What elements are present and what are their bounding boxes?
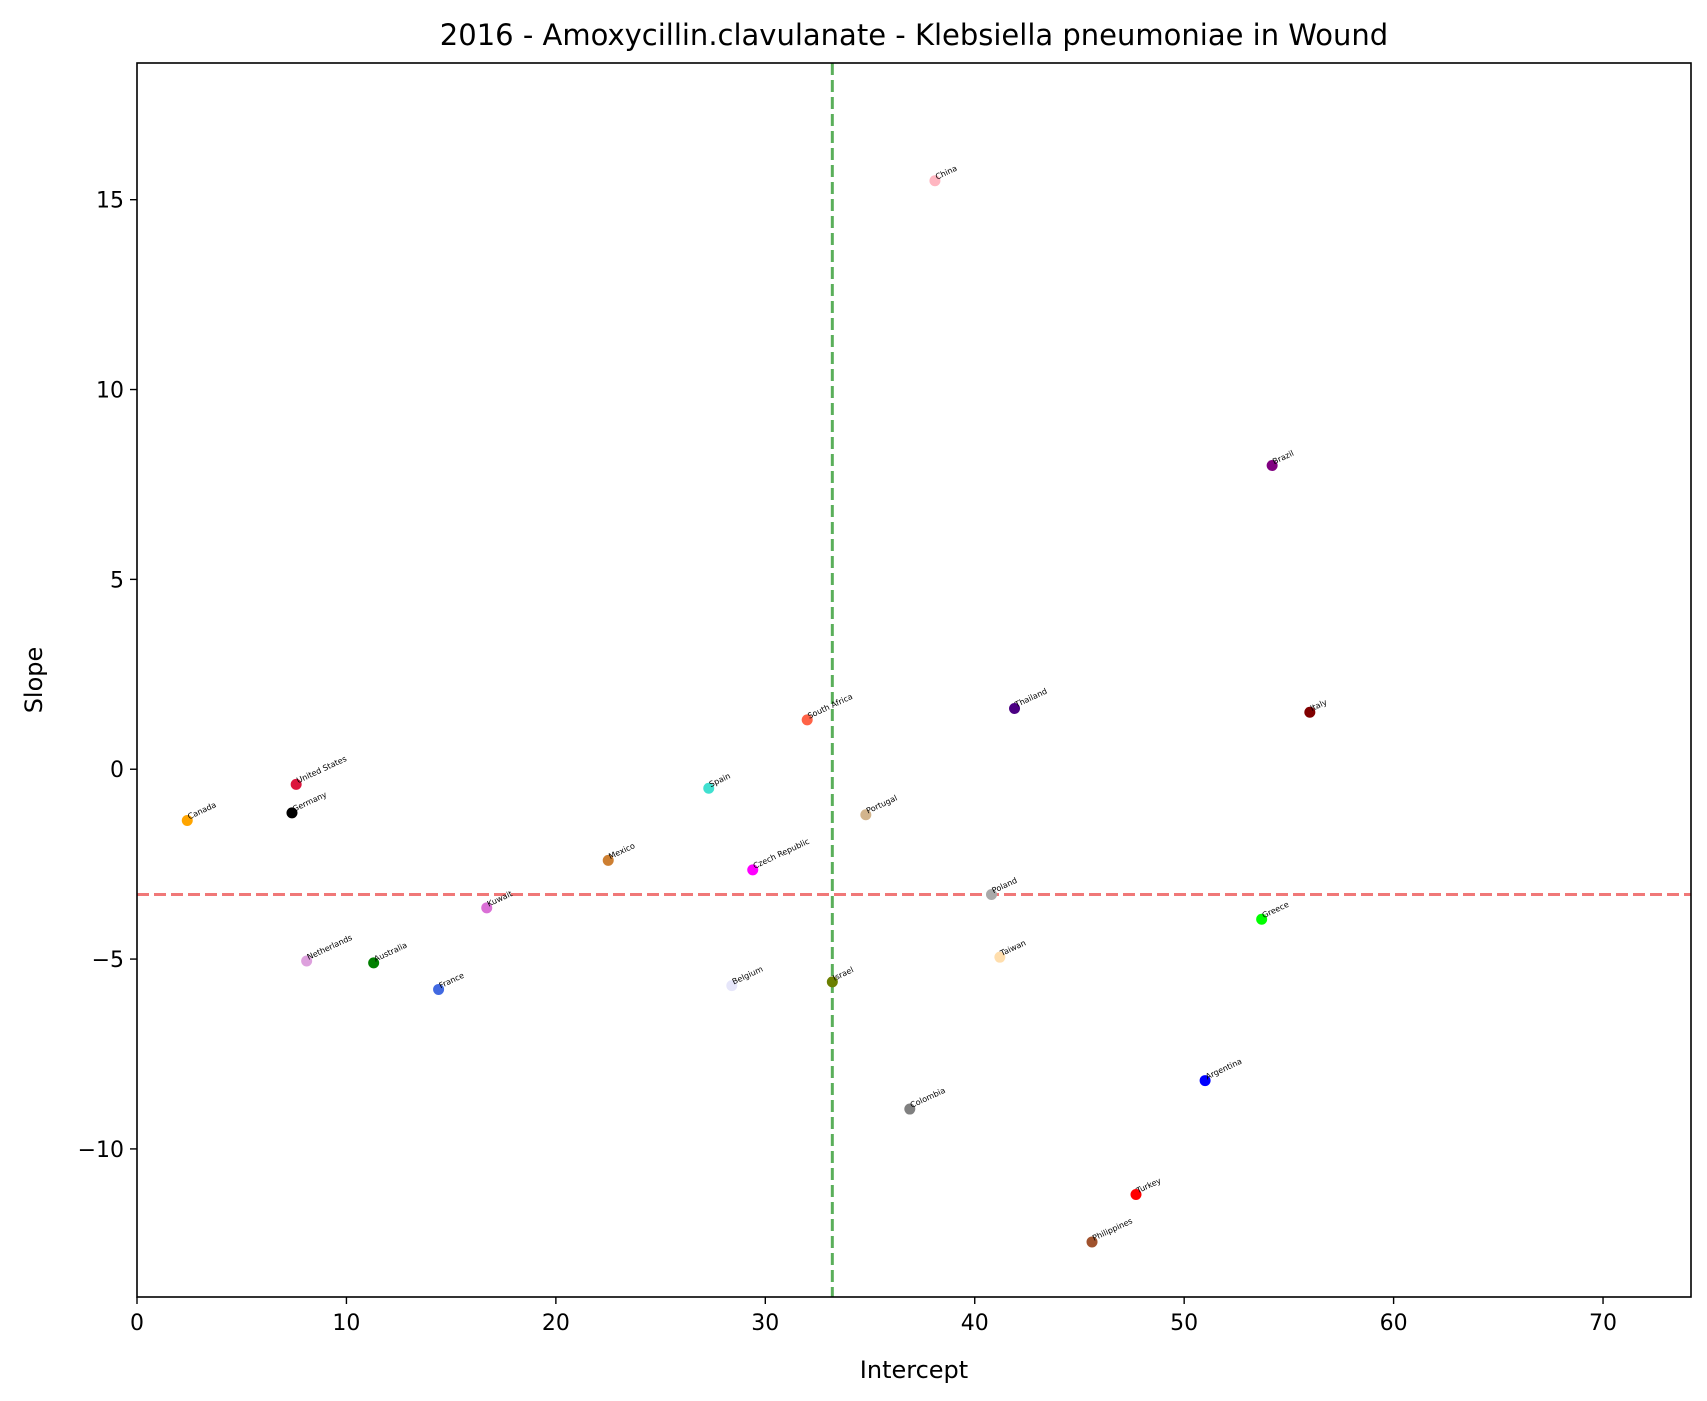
data-point (433, 983, 445, 995)
y-tick-label: −5 (92, 948, 124, 973)
x-tick-label: 70 (1589, 1311, 1617, 1336)
y-tick-label: 5 (110, 568, 124, 593)
x-tick-label: 50 (1170, 1311, 1198, 1336)
data-point (1199, 1075, 1211, 1087)
data-point (747, 864, 759, 876)
data-point (1009, 702, 1021, 714)
data-points (181, 175, 1316, 1248)
y-tick-label: 10 (96, 379, 124, 404)
x-tick-label: 60 (1380, 1311, 1408, 1336)
data-point (1266, 459, 1278, 471)
plot-frame (136, 62, 1692, 1298)
data-point (286, 807, 298, 819)
y-axis-label: Slope (20, 647, 48, 714)
y-axis-ticks: −10 −5 0 5 10 15 (78, 189, 137, 1163)
y-tick-label: 0 (110, 758, 124, 783)
data-point (481, 902, 493, 914)
data-point (290, 778, 302, 790)
data-point (994, 951, 1006, 963)
x-tick-label: 0 (130, 1311, 144, 1336)
data-point (301, 955, 313, 967)
y-tick-label: 15 (96, 189, 124, 214)
data-point (1304, 706, 1316, 718)
data-point (1256, 913, 1268, 925)
x-axis-label: Intercept (860, 1356, 968, 1384)
data-point (826, 976, 838, 988)
data-point (904, 1103, 916, 1115)
data-point (181, 814, 193, 826)
y-tick-label: −10 (78, 1138, 124, 1163)
data-point (801, 714, 813, 726)
x-axis-ticks: 0 10 20 30 40 50 60 70 (130, 1297, 1617, 1336)
data-point (368, 957, 380, 969)
data-point (1086, 1236, 1098, 1248)
data-point (703, 782, 715, 794)
data-point (985, 889, 997, 901)
x-tick-label: 20 (542, 1311, 570, 1336)
x-tick-label: 40 (961, 1311, 989, 1336)
reference-lines (137, 63, 1691, 1297)
data-point (726, 980, 738, 992)
data-point (602, 854, 614, 866)
data-point (1130, 1188, 1142, 1200)
x-tick-label: 30 (751, 1311, 779, 1336)
x-tick-label: 10 (332, 1311, 360, 1336)
data-point (929, 175, 941, 187)
chart-title: 2016 - Amoxycillin.clavulanate - Klebsie… (440, 18, 1388, 52)
data-point (860, 809, 872, 821)
